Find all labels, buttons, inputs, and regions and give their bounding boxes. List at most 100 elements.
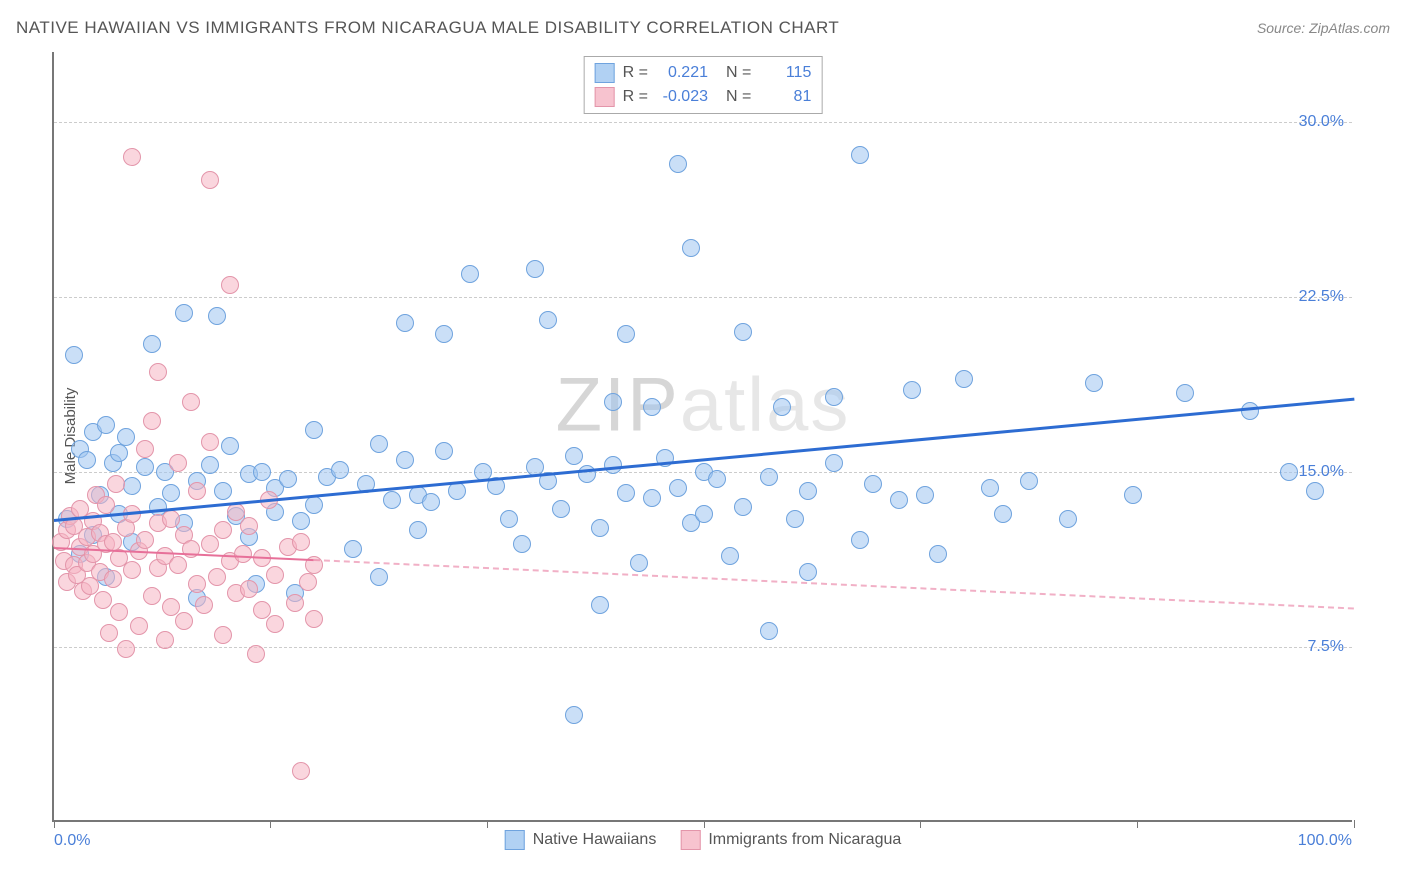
scatter-point	[981, 479, 999, 497]
scatter-point	[331, 461, 349, 479]
scatter-point	[500, 510, 518, 528]
gridline	[54, 297, 1352, 298]
scatter-point	[305, 421, 323, 439]
scatter-point	[123, 561, 141, 579]
scatter-point	[591, 596, 609, 614]
chart-source: Source: ZipAtlas.com	[1257, 20, 1390, 36]
x-tick	[270, 820, 271, 828]
scatter-point	[201, 433, 219, 451]
scatter-point	[162, 510, 180, 528]
scatter-point	[78, 451, 96, 469]
series-legend: Native Hawaiians Immigrants from Nicaragu…	[505, 830, 902, 850]
scatter-point	[201, 456, 219, 474]
scatter-point	[825, 454, 843, 472]
scatter-point	[143, 412, 161, 430]
scatter-point	[292, 512, 310, 530]
scatter-point	[169, 454, 187, 472]
scatter-point	[208, 307, 226, 325]
scatter-point	[461, 265, 479, 283]
scatter-point	[123, 477, 141, 495]
y-tick-label: 7.5%	[1308, 638, 1344, 656]
scatter-point	[617, 484, 635, 502]
scatter-point	[266, 615, 284, 633]
scatter-point	[422, 493, 440, 511]
scatter-point	[526, 260, 544, 278]
stats-row: R =-0.023N =81	[595, 85, 812, 109]
scatter-point	[669, 479, 687, 497]
scatter-point	[305, 496, 323, 514]
scatter-point	[916, 486, 934, 504]
scatter-point	[240, 517, 258, 535]
scatter-point	[708, 470, 726, 488]
scatter-point	[721, 547, 739, 565]
scatter-point	[695, 505, 713, 523]
scatter-point	[175, 304, 193, 322]
scatter-point	[383, 491, 401, 509]
legend-swatch	[680, 830, 700, 850]
scatter-point	[786, 510, 804, 528]
scatter-point	[1280, 463, 1298, 481]
scatter-point	[643, 398, 661, 416]
legend-label: Immigrants from Nicaragua	[708, 831, 901, 849]
scatter-point	[1085, 374, 1103, 392]
scatter-point	[188, 575, 206, 593]
scatter-point	[214, 626, 232, 644]
scatter-point	[201, 171, 219, 189]
x-tick	[487, 820, 488, 828]
scatter-point	[292, 762, 310, 780]
scatter-point	[669, 155, 687, 173]
r-label: R =	[623, 61, 648, 85]
scatter-point	[1306, 482, 1324, 500]
scatter-point	[565, 447, 583, 465]
n-value: 115	[759, 61, 811, 85]
watermark: ZIPatlas	[556, 362, 851, 449]
scatter-point	[162, 484, 180, 502]
scatter-point	[565, 706, 583, 724]
scatter-point	[240, 580, 258, 598]
scatter-point	[253, 463, 271, 481]
x-axis-min-label: 0.0%	[54, 832, 90, 850]
scatter-point	[370, 568, 388, 586]
scatter-point	[305, 610, 323, 628]
x-axis-max-label: 100.0%	[1298, 832, 1352, 850]
scatter-point	[396, 314, 414, 332]
scatter-point	[110, 603, 128, 621]
x-tick	[1354, 820, 1355, 828]
scatter-point	[955, 370, 973, 388]
scatter-point	[1124, 486, 1142, 504]
legend-label: Native Hawaiians	[533, 831, 657, 849]
scatter-point	[396, 451, 414, 469]
scatter-point	[1059, 510, 1077, 528]
scatter-point	[409, 521, 427, 539]
n-value: 81	[759, 85, 811, 109]
chart-title: NATIVE HAWAIIAN VS IMMIGRANTS FROM NICAR…	[16, 18, 839, 38]
scatter-point	[760, 622, 778, 640]
scatter-point	[286, 594, 304, 612]
legend-swatch	[505, 830, 525, 850]
scatter-point	[851, 146, 869, 164]
scatter-point	[97, 416, 115, 434]
legend-swatch	[595, 87, 615, 107]
scatter-point	[435, 442, 453, 460]
scatter-point	[890, 491, 908, 509]
n-label: N =	[726, 85, 751, 109]
gridline	[54, 122, 1352, 123]
scatter-point	[513, 535, 531, 553]
stats-row: R =0.221N =115	[595, 61, 812, 85]
scatter-point	[169, 556, 187, 574]
scatter-point	[100, 624, 118, 642]
scatter-point	[760, 468, 778, 486]
scatter-point	[136, 440, 154, 458]
scatter-point	[208, 568, 226, 586]
scatter-point	[65, 346, 83, 364]
scatter-point	[149, 363, 167, 381]
scatter-point	[1176, 384, 1194, 402]
scatter-point	[994, 505, 1012, 523]
scatter-point	[104, 533, 122, 551]
scatter-point	[182, 393, 200, 411]
scatter-point	[643, 489, 661, 507]
scatter-point	[143, 335, 161, 353]
scatter-point	[1020, 472, 1038, 490]
scatter-point	[214, 482, 232, 500]
scatter-point	[617, 325, 635, 343]
